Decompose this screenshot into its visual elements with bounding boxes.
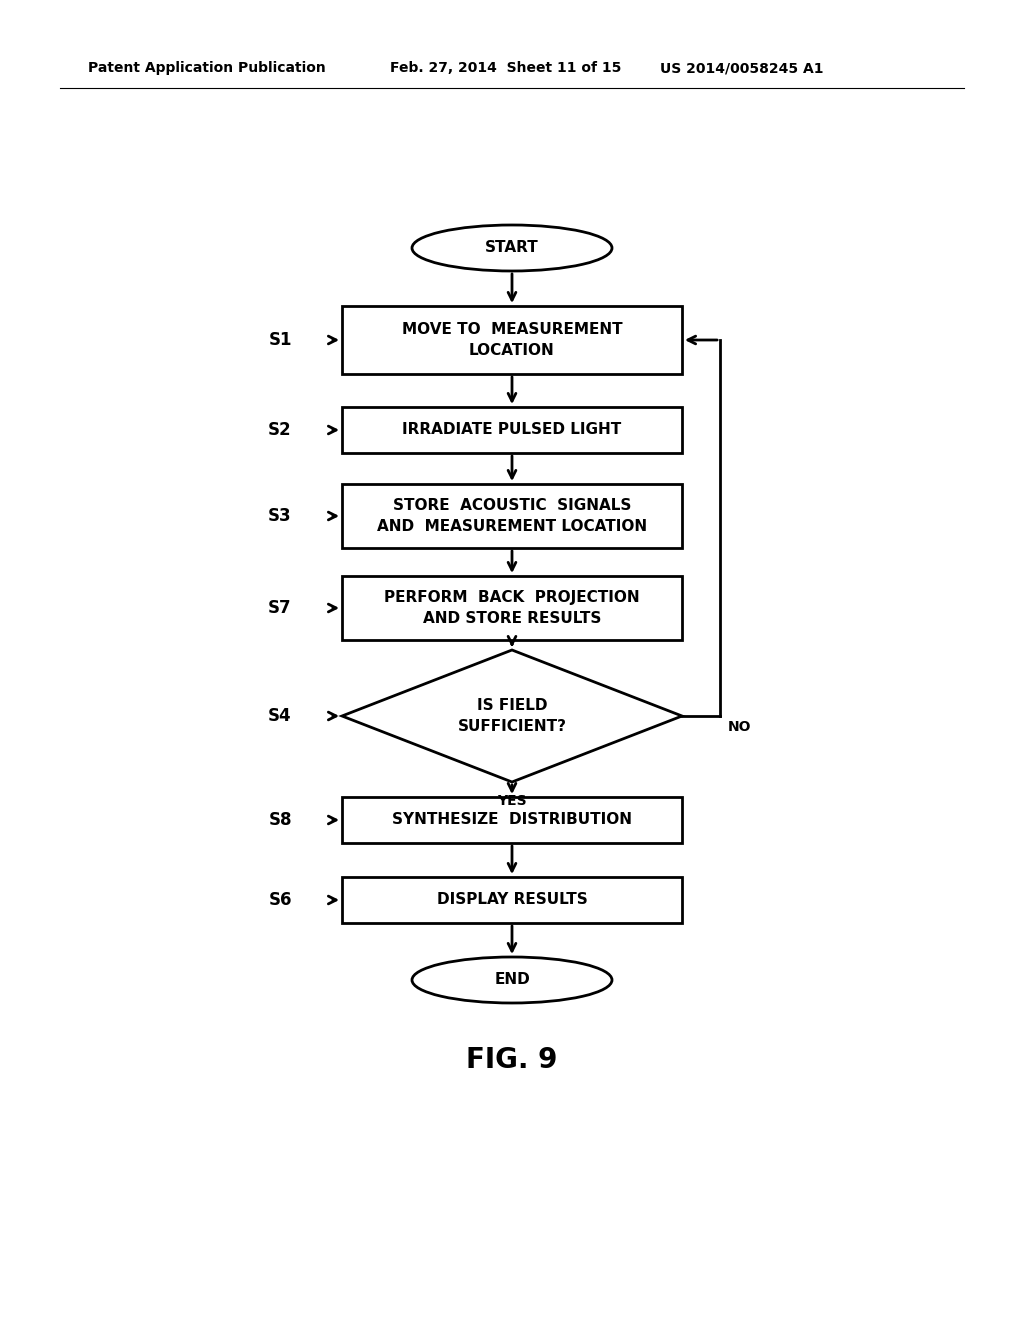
Bar — [342, 407, 682, 453]
Bar — [342, 576, 682, 640]
Text: S8: S8 — [268, 810, 292, 829]
Text: STORE  ACOUSTIC  SIGNALS
AND  MEASUREMENT LOCATION: STORE ACOUSTIC SIGNALS AND MEASUREMENT L… — [377, 498, 647, 535]
Text: S1: S1 — [268, 331, 292, 348]
Text: PERFORM  BACK  PROJECTION
AND STORE RESULTS: PERFORM BACK PROJECTION AND STORE RESULT… — [384, 590, 640, 626]
Text: S7: S7 — [268, 599, 292, 616]
Polygon shape — [342, 649, 682, 781]
Bar — [342, 306, 682, 374]
Text: YES: YES — [498, 795, 526, 808]
Ellipse shape — [412, 224, 612, 271]
Text: Patent Application Publication: Patent Application Publication — [88, 61, 326, 75]
Text: IS FIELD
SUFFICIENT?: IS FIELD SUFFICIENT? — [458, 698, 566, 734]
Text: S6: S6 — [268, 891, 292, 909]
Text: NO: NO — [728, 719, 752, 734]
Bar — [342, 484, 682, 548]
Bar — [342, 876, 682, 923]
Ellipse shape — [412, 957, 612, 1003]
Text: IRRADIATE PULSED LIGHT: IRRADIATE PULSED LIGHT — [402, 422, 622, 437]
Text: END: END — [495, 973, 529, 987]
Text: MOVE TO  MEASUREMENT
LOCATION: MOVE TO MEASUREMENT LOCATION — [401, 322, 623, 358]
Text: S4: S4 — [268, 708, 292, 725]
Bar — [342, 797, 682, 843]
Text: SYNTHESIZE  DISTRIBUTION: SYNTHESIZE DISTRIBUTION — [392, 813, 632, 828]
Text: START: START — [485, 240, 539, 256]
Text: S2: S2 — [268, 421, 292, 440]
Text: US 2014/0058245 A1: US 2014/0058245 A1 — [660, 61, 823, 75]
Text: DISPLAY RESULTS: DISPLAY RESULTS — [436, 892, 588, 908]
Text: Feb. 27, 2014  Sheet 11 of 15: Feb. 27, 2014 Sheet 11 of 15 — [390, 61, 622, 75]
Text: S3: S3 — [268, 507, 292, 525]
Text: FIG. 9: FIG. 9 — [466, 1045, 558, 1074]
